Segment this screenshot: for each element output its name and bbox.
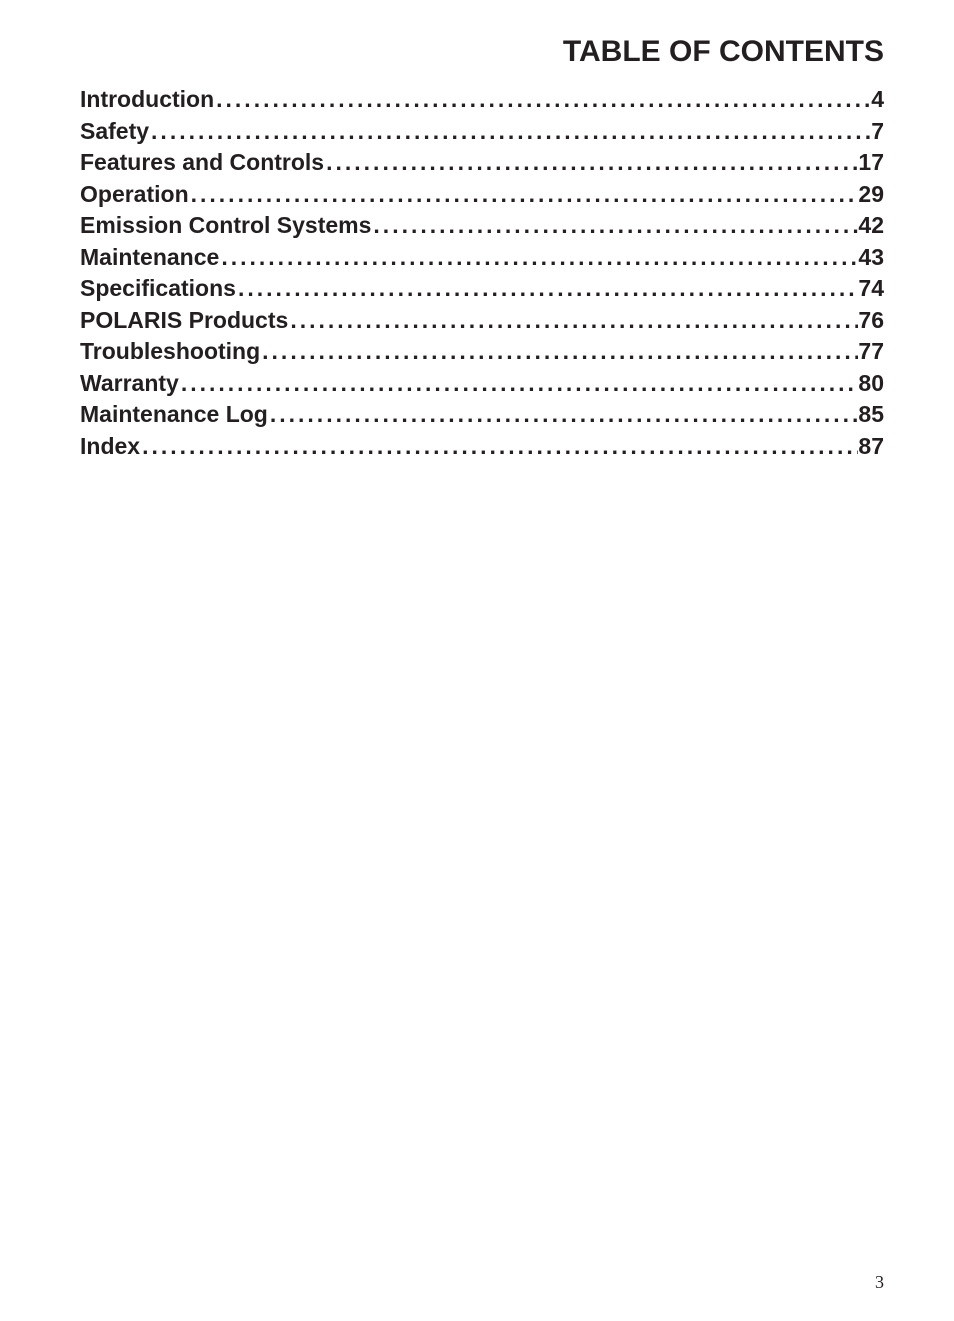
toc-label: Warranty [80, 368, 179, 400]
toc-label: Index [80, 431, 140, 463]
toc-entry: Troubleshooting 77 [80, 336, 884, 368]
toc-label: Introduction [80, 84, 214, 116]
toc-dots [149, 116, 871, 148]
toc-dots [268, 399, 859, 431]
toc-page: 76 [858, 305, 884, 337]
toc-entry: Operation 29 [80, 179, 884, 211]
toc-page: 29 [858, 179, 884, 211]
toc-page: 74 [858, 273, 884, 305]
toc-page: 4 [871, 84, 884, 116]
toc-dots [288, 305, 858, 337]
toc-page: 80 [858, 368, 884, 400]
toc-label: Safety [80, 116, 149, 148]
toc-entry: Features and Controls 17 [80, 147, 884, 179]
toc-entry: Maintenance 43 [80, 242, 884, 274]
toc-entry: Index 87 [80, 431, 884, 463]
toc-dots [324, 147, 858, 179]
toc-label: Operation [80, 179, 189, 211]
toc-label: Maintenance Log [80, 399, 268, 431]
toc-label: Specifications [80, 273, 236, 305]
toc-page: 43 [858, 242, 884, 274]
toc-entry: Specifications 74 [80, 273, 884, 305]
toc-dots [371, 210, 858, 242]
toc-dots [140, 431, 858, 463]
toc-container: Introduction 4 Safety 7 Features and Con… [80, 84, 884, 462]
toc-entry: Introduction 4 [80, 84, 884, 116]
toc-page: 42 [858, 210, 884, 242]
toc-page: 87 [858, 431, 884, 463]
toc-entry: Emission Control Systems 42 [80, 210, 884, 242]
page-number: 3 [875, 1272, 884, 1293]
page-title: TABLE OF CONTENTS [80, 35, 884, 69]
toc-dots [214, 84, 871, 116]
toc-dots [189, 179, 859, 211]
toc-entry: Warranty 80 [80, 368, 884, 400]
toc-dots [260, 336, 858, 368]
toc-page: 77 [858, 336, 884, 368]
toc-label: Maintenance [80, 242, 219, 274]
toc-label: Features and Controls [80, 147, 324, 179]
toc-dots [236, 273, 858, 305]
toc-entry: Maintenance Log 85 [80, 399, 884, 431]
toc-label: Troubleshooting [80, 336, 260, 368]
toc-dots [179, 368, 859, 400]
toc-entry: POLARIS Products 76 [80, 305, 884, 337]
toc-page: 85 [858, 399, 884, 431]
toc-page: 7 [871, 116, 884, 148]
toc-dots [219, 242, 858, 274]
toc-page: 17 [858, 147, 884, 179]
toc-label: Emission Control Systems [80, 210, 371, 242]
toc-entry: Safety 7 [80, 116, 884, 148]
toc-label: POLARIS Products [80, 305, 288, 337]
